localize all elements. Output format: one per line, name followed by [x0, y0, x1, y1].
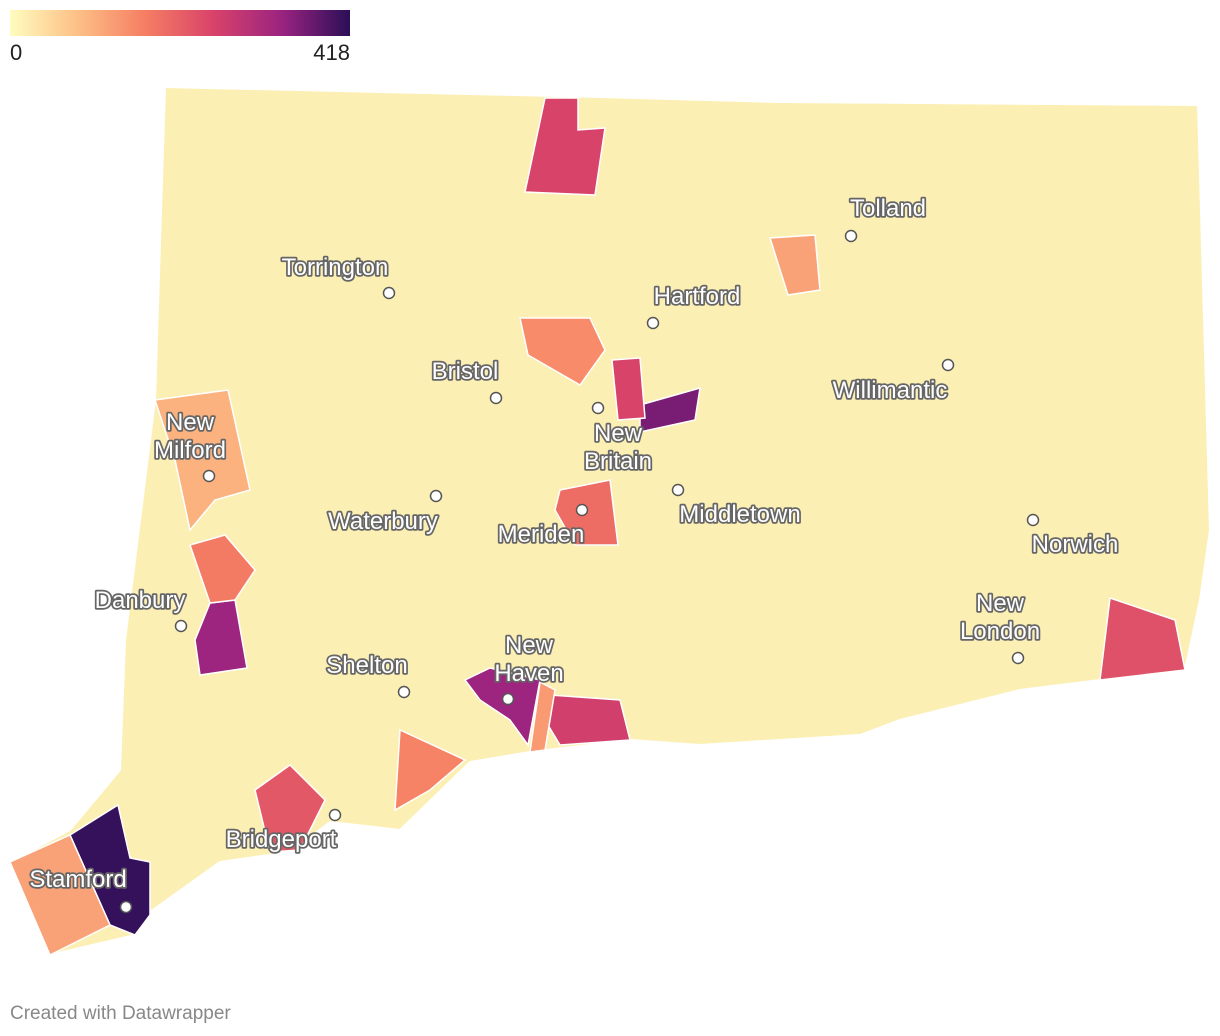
footer: Created with Datawrapper	[10, 1003, 231, 1024]
city-label: Stamford	[29, 866, 126, 893]
city-dot	[591, 401, 605, 415]
city-dot	[328, 808, 342, 822]
city-dot	[382, 286, 396, 300]
city-label: Milford	[154, 437, 226, 464]
city-label: Tolland	[850, 195, 926, 222]
city-label: Torrington	[282, 254, 389, 281]
town-region	[189, 534, 256, 604]
city-dot	[489, 391, 503, 405]
town-region	[639, 386, 701, 433]
city-label: Willimantic	[833, 377, 948, 404]
town-region	[154, 389, 251, 532]
city-label: Meriden	[498, 521, 585, 548]
city-label: New	[505, 632, 554, 659]
city-label: Norwich	[1032, 531, 1119, 558]
legend-max: 418	[313, 40, 350, 65]
legend-min: 0	[10, 40, 22, 65]
city-label: Britain	[584, 448, 652, 475]
town-region	[463, 667, 541, 747]
city-dot	[119, 900, 133, 914]
city-label: Bridgeport	[226, 826, 337, 853]
city-label: Middletown	[679, 501, 800, 528]
city-dot	[1026, 513, 1040, 527]
city-label: Shelton	[326, 652, 407, 679]
city-label: New	[976, 590, 1025, 617]
city-label: Haven	[494, 660, 563, 687]
town-region	[394, 728, 467, 812]
city-label: Bristol	[432, 358, 499, 385]
city-dot	[671, 483, 685, 497]
town-region	[9, 834, 111, 957]
city-dot	[174, 619, 188, 633]
city-dot	[646, 316, 660, 330]
town-region	[768, 234, 821, 296]
city-dot	[575, 503, 589, 517]
city-dot	[501, 692, 515, 706]
city-dot	[844, 229, 858, 243]
town-region	[529, 680, 556, 753]
city-dot	[202, 469, 216, 483]
legend-gradient	[10, 10, 350, 36]
city-label: Danbury	[95, 587, 186, 614]
city-label: Hartford	[654, 283, 741, 310]
town-region	[519, 317, 606, 386]
town-region	[547, 694, 631, 746]
city-label: New	[594, 420, 643, 447]
town-region	[254, 764, 326, 853]
city-dot	[397, 685, 411, 699]
city-dot	[1011, 651, 1025, 665]
city-dot	[429, 489, 443, 503]
city-dot	[941, 358, 955, 372]
town-region	[524, 97, 606, 196]
town-region	[611, 357, 646, 421]
town-region	[1099, 596, 1186, 681]
city-label: London	[960, 618, 1040, 645]
city-label: New	[166, 409, 215, 436]
city-label: Waterbury	[328, 508, 438, 535]
